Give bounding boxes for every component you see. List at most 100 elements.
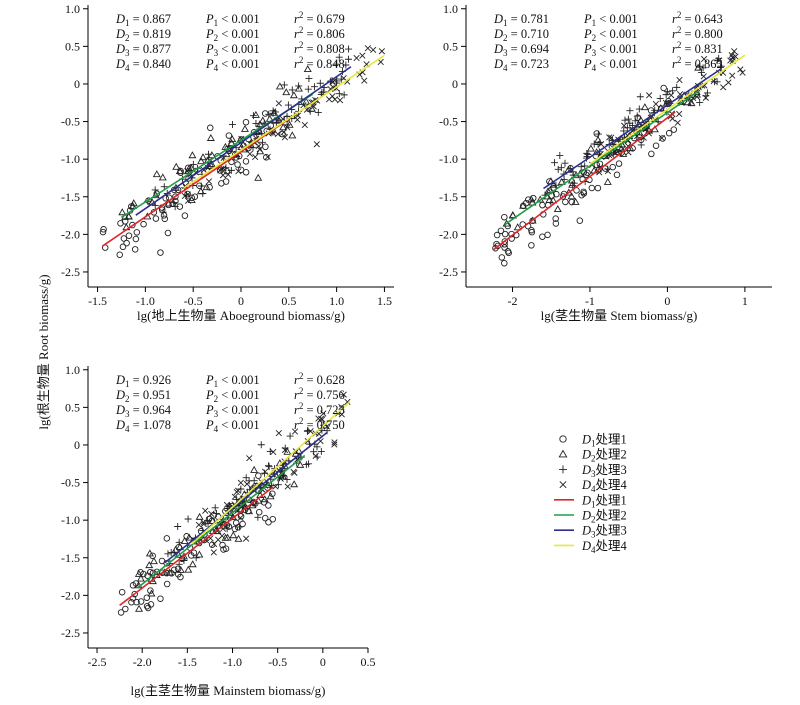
- data-point: [249, 112, 257, 120]
- data-point: [249, 144, 257, 152]
- data-point: [118, 208, 127, 216]
- stat-p-value: P4 < 0.001: [205, 418, 260, 434]
- x-tick-label: 1.0: [329, 294, 344, 308]
- data-point: [501, 230, 509, 238]
- data-point: [552, 181, 560, 189]
- data-point: [640, 103, 649, 111]
- data-point: [258, 138, 266, 146]
- data-point: [181, 192, 188, 200]
- y-tick-label: 1.0: [65, 363, 80, 377]
- stat-r2-value: r2 = 0.808: [294, 40, 345, 56]
- stat-p-value: P2 < 0.001: [583, 27, 638, 43]
- regression-line-4: [183, 54, 385, 189]
- x-tick-label: -0.5: [184, 294, 203, 308]
- data-point: [206, 133, 215, 141]
- data-point: [195, 512, 204, 520]
- data-point: [147, 601, 155, 608]
- regression-line-2: [137, 454, 306, 589]
- data-point: [652, 142, 660, 149]
- data-point: [313, 141, 320, 148]
- data-point: [696, 99, 704, 107]
- data-point: [129, 199, 138, 207]
- stat-d-value: D3 = 0.964: [115, 403, 172, 419]
- data-point: [195, 521, 202, 528]
- data-point: [145, 561, 154, 569]
- data-point: [578, 191, 585, 199]
- data-point: [361, 77, 368, 84]
- legend-marker-plus: [559, 465, 567, 474]
- data-point: [562, 198, 569, 206]
- legend-label: D1处理1: [581, 433, 627, 449]
- data-point: [303, 65, 312, 73]
- y-tick-label: 0: [74, 438, 80, 452]
- x-tick-label: -2.0: [133, 655, 152, 669]
- data-point: [668, 92, 675, 99]
- data-point: [660, 84, 667, 92]
- data-point: [202, 183, 211, 191]
- data-point: [696, 62, 704, 70]
- stat-p-value: P2 < 0.001: [205, 388, 260, 404]
- data-point: [331, 96, 339, 103]
- data-point: [199, 153, 208, 161]
- data-point: [184, 197, 192, 204]
- legend-marker-triangle: [558, 449, 568, 458]
- data-point: [305, 460, 313, 468]
- data-point: [200, 166, 207, 174]
- y-tick-label: -2.5: [61, 265, 80, 279]
- data-point: [646, 92, 653, 99]
- data-point: [557, 177, 566, 185]
- data-point: [621, 116, 629, 124]
- data-point: [242, 535, 250, 542]
- data-point: [237, 514, 244, 522]
- stat-p-value: P4 < 0.001: [205, 57, 260, 73]
- data-point: [251, 110, 260, 118]
- data-point: [210, 549, 217, 556]
- data-point: [676, 76, 683, 84]
- data-point: [501, 259, 508, 267]
- x-axis-label: lg(地上生物量 Aboeground biomass/g): [137, 308, 345, 323]
- data-point: [211, 504, 219, 512]
- data-point: [544, 231, 551, 239]
- data-point: [282, 88, 291, 96]
- data-point: [180, 556, 188, 564]
- data-point: [663, 88, 671, 96]
- data-point: [143, 594, 151, 601]
- data-point: [256, 146, 263, 153]
- data-point: [172, 162, 181, 170]
- data-point: [588, 184, 596, 192]
- data-point: [270, 448, 277, 456]
- data-point: [528, 226, 535, 234]
- data-point: [255, 472, 262, 479]
- data-point: [656, 94, 664, 102]
- legend-label: D1处理1: [581, 493, 627, 509]
- data-point: [635, 105, 643, 113]
- panel-mainstem-biomass: -2.5 -2.0 -1.5 -1.0 -0.5 0 0.5 1.0 -2.5 -2.0 -1.5 -…: [61, 363, 376, 698]
- x-tick-label: 0.5: [361, 655, 376, 669]
- data-point: [269, 515, 276, 523]
- data-point: [210, 540, 218, 548]
- data-point: [219, 172, 227, 179]
- data-point: [338, 411, 345, 418]
- data-point: [200, 519, 207, 526]
- stat-r2-value: r2 = 0.756: [294, 386, 345, 402]
- series-points-1: [492, 84, 678, 267]
- data-point: [648, 150, 655, 158]
- data-point: [581, 162, 589, 170]
- data-point: [501, 238, 509, 245]
- data-point: [619, 149, 628, 157]
- data-point: [157, 249, 164, 256]
- data-point: [165, 568, 174, 576]
- data-point: [135, 604, 144, 612]
- stat-p-value: P3 < 0.001: [583, 42, 638, 58]
- data-point: [254, 513, 262, 521]
- data-point: [261, 468, 269, 475]
- data-point: [172, 193, 179, 200]
- data-point: [552, 215, 559, 222]
- data-point: [231, 525, 239, 533]
- data-point: [246, 455, 253, 462]
- data-point: [228, 120, 236, 128]
- y-tick-label: -1.5: [439, 190, 458, 204]
- data-point: [195, 550, 204, 558]
- data-point: [731, 48, 738, 55]
- data-point: [136, 574, 145, 582]
